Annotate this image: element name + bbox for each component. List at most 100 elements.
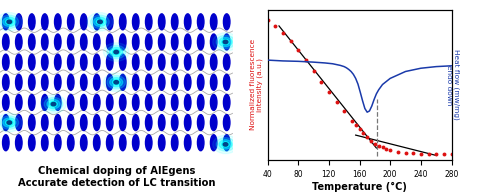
Ellipse shape	[120, 94, 126, 110]
Ellipse shape	[80, 74, 87, 90]
Ellipse shape	[68, 34, 74, 50]
Ellipse shape	[158, 135, 165, 151]
Circle shape	[212, 135, 238, 154]
Circle shape	[110, 78, 123, 87]
Circle shape	[222, 39, 229, 45]
X-axis label: Temperature (°C): Temperature (°C)	[312, 182, 407, 192]
Ellipse shape	[184, 135, 191, 151]
Ellipse shape	[16, 94, 22, 110]
Circle shape	[47, 99, 60, 109]
Ellipse shape	[120, 14, 126, 30]
Ellipse shape	[132, 135, 139, 151]
Circle shape	[3, 118, 16, 127]
Ellipse shape	[198, 54, 204, 70]
Ellipse shape	[94, 14, 100, 30]
Ellipse shape	[16, 115, 22, 130]
Ellipse shape	[158, 94, 165, 110]
Ellipse shape	[2, 135, 9, 151]
Ellipse shape	[42, 34, 48, 50]
Ellipse shape	[224, 54, 230, 70]
Ellipse shape	[146, 115, 152, 130]
Circle shape	[0, 15, 18, 29]
Ellipse shape	[106, 74, 113, 90]
Ellipse shape	[210, 115, 217, 130]
Ellipse shape	[210, 74, 217, 90]
Ellipse shape	[158, 115, 165, 130]
Ellipse shape	[210, 34, 217, 50]
Ellipse shape	[172, 74, 178, 90]
Ellipse shape	[120, 54, 126, 70]
Y-axis label: Heat flow (mw/mg)
endo down: Heat flow (mw/mg) endo down	[446, 49, 460, 120]
Circle shape	[6, 120, 13, 125]
Ellipse shape	[224, 135, 230, 151]
Ellipse shape	[2, 54, 9, 70]
Ellipse shape	[68, 135, 74, 151]
Ellipse shape	[172, 94, 178, 110]
Ellipse shape	[172, 34, 178, 50]
Ellipse shape	[94, 135, 100, 151]
Ellipse shape	[132, 14, 139, 30]
Circle shape	[223, 143, 228, 146]
Ellipse shape	[94, 74, 100, 90]
Circle shape	[223, 40, 228, 44]
Circle shape	[6, 19, 13, 25]
Ellipse shape	[158, 14, 165, 30]
Circle shape	[40, 95, 66, 113]
Circle shape	[44, 97, 63, 111]
Ellipse shape	[158, 74, 165, 90]
Circle shape	[3, 17, 16, 26]
Ellipse shape	[2, 74, 9, 90]
Ellipse shape	[106, 94, 113, 110]
Ellipse shape	[198, 135, 204, 151]
Circle shape	[112, 80, 120, 85]
Ellipse shape	[94, 115, 100, 130]
Ellipse shape	[184, 74, 191, 90]
Circle shape	[96, 19, 103, 25]
Ellipse shape	[198, 74, 204, 90]
Ellipse shape	[120, 74, 126, 90]
Ellipse shape	[68, 54, 74, 70]
Ellipse shape	[132, 115, 139, 130]
Ellipse shape	[28, 34, 35, 50]
Ellipse shape	[54, 34, 61, 50]
Ellipse shape	[2, 34, 9, 50]
Circle shape	[107, 45, 126, 59]
Circle shape	[216, 35, 235, 49]
Circle shape	[114, 81, 118, 84]
Circle shape	[104, 43, 129, 61]
Ellipse shape	[94, 54, 100, 70]
Ellipse shape	[28, 54, 35, 70]
Ellipse shape	[132, 54, 139, 70]
Ellipse shape	[106, 34, 113, 50]
Ellipse shape	[210, 94, 217, 110]
Ellipse shape	[172, 14, 178, 30]
Circle shape	[104, 73, 129, 91]
Ellipse shape	[184, 94, 191, 110]
Y-axis label: Normalized fluorescence
intensity (a.u.): Normalized fluorescence intensity (a.u.)	[250, 39, 264, 130]
Ellipse shape	[68, 115, 74, 130]
Ellipse shape	[172, 135, 178, 151]
Ellipse shape	[198, 94, 204, 110]
Circle shape	[222, 142, 229, 147]
Ellipse shape	[68, 74, 74, 90]
Circle shape	[7, 20, 12, 24]
Ellipse shape	[42, 14, 48, 30]
Circle shape	[212, 33, 238, 51]
Circle shape	[107, 75, 126, 89]
Ellipse shape	[120, 115, 126, 130]
Ellipse shape	[224, 74, 230, 90]
Ellipse shape	[184, 54, 191, 70]
Ellipse shape	[2, 115, 9, 130]
Ellipse shape	[42, 74, 48, 90]
Ellipse shape	[184, 115, 191, 130]
Circle shape	[219, 140, 232, 149]
Ellipse shape	[42, 54, 48, 70]
Ellipse shape	[132, 74, 139, 90]
Ellipse shape	[198, 115, 204, 130]
Ellipse shape	[54, 14, 61, 30]
Ellipse shape	[80, 135, 87, 151]
Ellipse shape	[16, 135, 22, 151]
Ellipse shape	[68, 94, 74, 110]
Ellipse shape	[42, 115, 48, 130]
Text: Chemical doping of AIEgens
Accurate detection of LC transition: Chemical doping of AIEgens Accurate dete…	[18, 166, 215, 188]
